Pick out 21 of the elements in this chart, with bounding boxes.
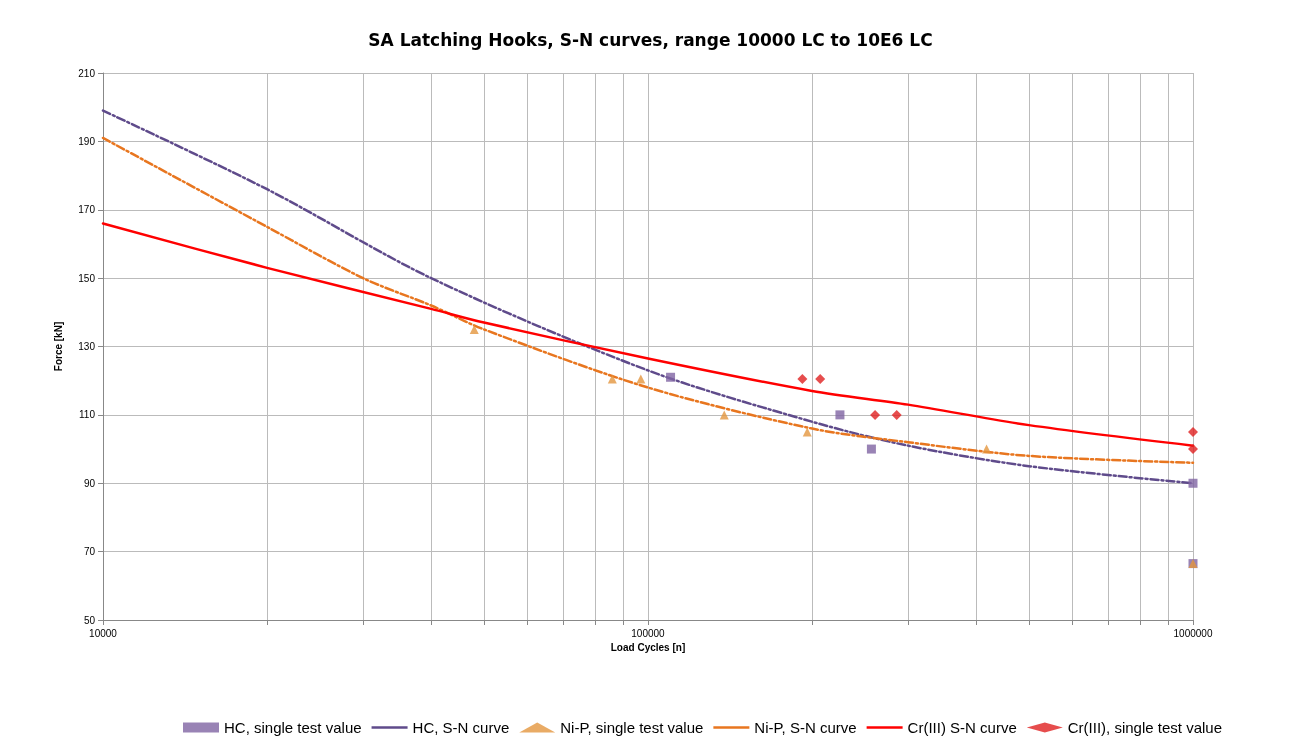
legend-label: Ni-P, single test value bbox=[560, 719, 704, 736]
y-tick-label: 110 bbox=[79, 409, 96, 421]
y-tick-label: 70 bbox=[83, 546, 96, 558]
y-tick-label: 150 bbox=[78, 272, 96, 284]
x-tick-label: 1000000 bbox=[1173, 627, 1213, 639]
y-tick-label: 130 bbox=[78, 341, 96, 352]
chart-title: SA Latching Hooks, S-N curves, range 10000 LC to 10E6 LC bbox=[368, 29, 933, 50]
y-tick-label: 170 bbox=[78, 204, 96, 216]
x-tick-label: 10000 bbox=[89, 627, 118, 639]
legend-label: HC, S-N curve bbox=[412, 719, 510, 736]
y-tick-label: 50 bbox=[83, 614, 96, 626]
x-axis-title: Load Cycles [n] bbox=[610, 642, 686, 654]
legend-label: Ni-P, S-N curve bbox=[754, 719, 857, 736]
y-tick-label: 90 bbox=[83, 477, 96, 489]
legend-label: HC, single test value bbox=[224, 719, 362, 736]
y-axis-title: Force [kN] bbox=[52, 321, 64, 372]
y-tick-label: 210 bbox=[78, 67, 96, 79]
legend-label: Cr(III) S-N curve bbox=[907, 719, 1017, 736]
y-tick-label: 190 bbox=[78, 135, 96, 147]
x-tick-label: 100000 bbox=[631, 627, 666, 639]
legend-label: Cr(III), single test value bbox=[1067, 719, 1223, 736]
